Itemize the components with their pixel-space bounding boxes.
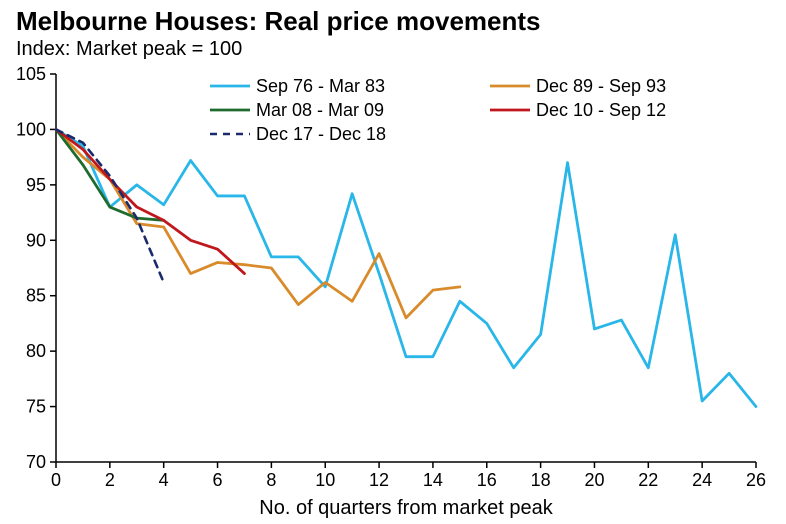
series-s1 [56,129,756,406]
y-tick-label: 105 [16,64,46,84]
x-tick-label: 14 [423,470,443,490]
chart-plot: 7075808590951001050246810121416182022242… [0,0,786,524]
legend-label-s4: Dec 10 - Sep 12 [536,100,666,120]
x-tick-label: 0 [51,470,61,490]
legend-label-s2: Dec 89 - Sep 93 [536,76,666,96]
x-tick-label: 20 [584,470,604,490]
x-axis-label: No. of quarters from market peak [259,497,553,519]
chart-container: { "chart": { "type": "line", "title": "M… [0,0,786,524]
y-tick-label: 90 [26,230,46,250]
x-tick-label: 2 [105,470,115,490]
x-tick-label: 18 [531,470,551,490]
legend-label-s3: Mar 08 - Mar 09 [256,100,384,120]
y-tick-label: 70 [26,452,46,472]
x-tick-label: 24 [692,470,712,490]
x-tick-label: 6 [213,470,223,490]
legend-label-s1: Sep 76 - Mar 83 [256,76,385,96]
x-tick-label: 22 [638,470,658,490]
y-tick-label: 85 [26,286,46,306]
x-tick-label: 26 [746,470,766,490]
x-tick-label: 10 [315,470,335,490]
x-tick-label: 8 [266,470,276,490]
y-tick-label: 80 [26,341,46,361]
y-tick-label: 75 [26,397,46,417]
x-tick-label: 4 [159,470,169,490]
y-tick-label: 100 [16,119,46,139]
legend-label-s5: Dec 17 - Dec 18 [256,124,386,144]
x-tick-label: 16 [477,470,497,490]
y-tick-label: 95 [26,175,46,195]
x-tick-label: 12 [369,470,389,490]
